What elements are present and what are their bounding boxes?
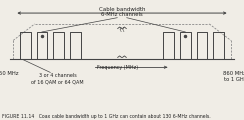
Text: 50 MHz: 50 MHz — [0, 71, 18, 76]
Text: {{: {{ — [119, 27, 125, 32]
Text: 3 or 4 channels
of 16 QAM or 64 QAM: 3 or 4 channels of 16 QAM or 64 QAM — [31, 73, 84, 84]
Text: Cable bandwidth: Cable bandwidth — [99, 7, 145, 12]
Text: 6-MHz channels: 6-MHz channels — [101, 12, 143, 17]
Text: Frequency (MHz): Frequency (MHz) — [97, 65, 138, 70]
Text: FIGURE 11.14   Coax cable bandwidth up to 1 GHz can contain about 130 6-MHz chan: FIGURE 11.14 Coax cable bandwidth up to … — [2, 114, 211, 119]
Text: 860 MHz
to 1 GHz: 860 MHz to 1 GHz — [224, 71, 244, 82]
